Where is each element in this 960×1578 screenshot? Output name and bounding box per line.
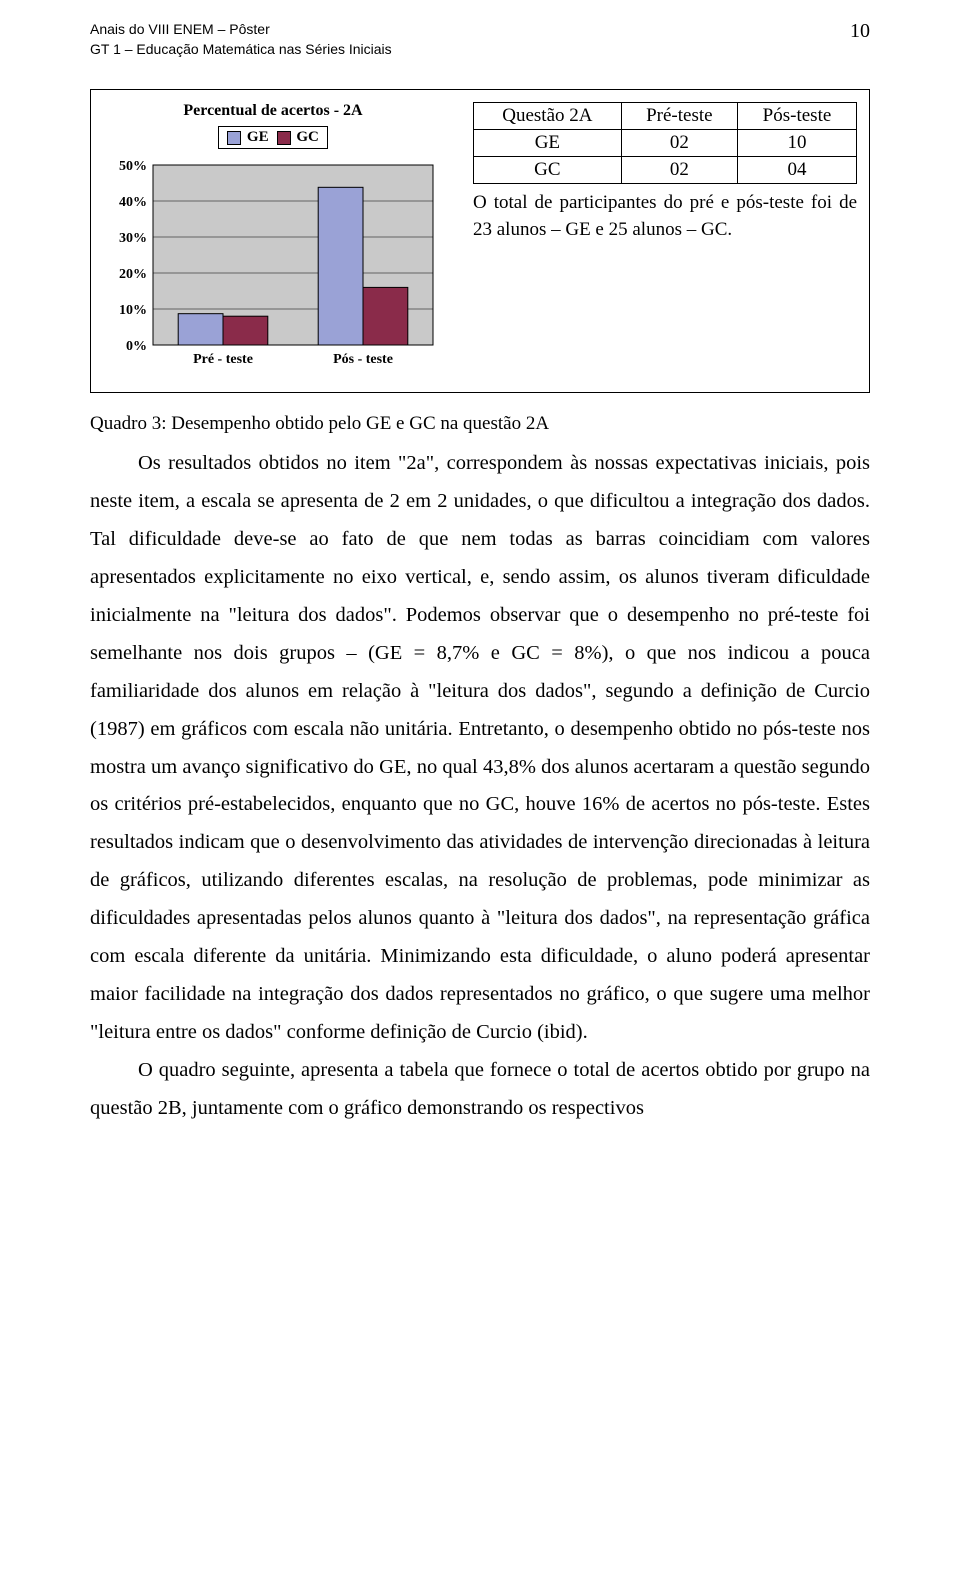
cell-ge-label: GE — [474, 130, 622, 157]
bar-chart: Percentual de acertos - 2A GE GC 0% 10% 20… — [103, 102, 443, 380]
svg-text:50%: 50% — [119, 159, 147, 174]
cell-ge-pre: 02 — [621, 130, 737, 157]
svg-text:Pré - teste: Pré - teste — [193, 352, 253, 367]
table-note: O total de participantes do pré e pós-te… — [473, 190, 857, 243]
th-question: Questão 2A — [474, 103, 622, 130]
svg-text:0%: 0% — [126, 339, 147, 354]
table-row: GE 02 10 — [474, 130, 857, 157]
legend-label-ge: GE — [247, 129, 269, 145]
chart-svg: 0% 10% 20% 30% 40% 50% Pré - teste Pós - teste — [103, 155, 443, 375]
header-line-1: Anais do VIII ENEM – Pôster — [90, 20, 870, 40]
header-line-2: GT 1 – Educação Matemática nas Séries In… — [90, 40, 870, 60]
body-text: Os resultados obtidos no item "2a", corr… — [90, 445, 870, 1128]
svg-text:20%: 20% — [119, 267, 147, 282]
data-table: Questão 2A Pré-teste Pós-teste GE 02 10 … — [473, 102, 857, 184]
legend-item-gc: GC — [277, 129, 319, 146]
svg-text:30%: 30% — [119, 231, 147, 246]
legend-swatch-gc — [277, 131, 291, 145]
svg-text:Pós - teste: Pós - teste — [333, 352, 393, 367]
legend-swatch-ge — [227, 131, 241, 145]
th-pre: Pré-teste — [621, 103, 737, 130]
table-header-row: Questão 2A Pré-teste Pós-teste — [474, 103, 857, 130]
legend-label-gc: GC — [296, 129, 319, 145]
figure-block: Percentual de acertos - 2A GE GC 0% 10% 20… — [90, 89, 870, 393]
chart-title: Percentual de acertos - 2A — [103, 102, 443, 120]
paragraph-1: Os resultados obtidos no item "2a", corr… — [90, 445, 870, 1052]
running-header: Anais do VIII ENEM – Pôster GT 1 – Educa… — [90, 20, 870, 59]
th-pos: Pós-teste — [737, 103, 856, 130]
chart-legend: GE GC — [218, 126, 328, 149]
page-number: 10 — [850, 20, 870, 43]
svg-text:10%: 10% — [119, 303, 147, 318]
legend-item-ge: GE — [227, 129, 268, 146]
cell-gc-pos: 04 — [737, 157, 856, 184]
cell-gc-label: GC — [474, 157, 622, 184]
data-table-block: Questão 2A Pré-teste Pós-teste GE 02 10 … — [473, 102, 857, 243]
cell-gc-pre: 02 — [621, 157, 737, 184]
paragraph-2: O quadro seguinte, apresenta a tabela qu… — [90, 1052, 870, 1128]
figure-caption: Quadro 3: Desempenho obtido pelo GE e GC… — [90, 413, 870, 435]
cell-ge-pos: 10 — [737, 130, 856, 157]
svg-text:40%: 40% — [119, 195, 147, 210]
table-row: GC 02 04 — [474, 157, 857, 184]
chart-plot: 0% 10% 20% 30% 40% 50% Pré - teste Pós - teste — [103, 155, 443, 380]
